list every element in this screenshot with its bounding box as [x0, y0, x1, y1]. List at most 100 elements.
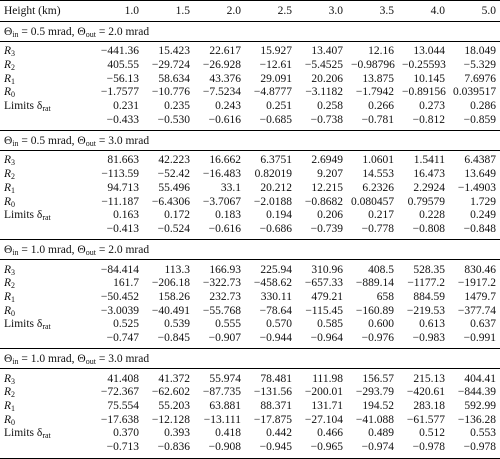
- text: = 0.5 mrad, Θ: [18, 25, 86, 38]
- cell: 658: [376, 290, 394, 303]
- row-label: R2: [0, 59, 92, 73]
- subscript: 1: [11, 185, 16, 195]
- row-label: R1: [0, 182, 92, 196]
- cell: −0.524: [143, 222, 194, 241]
- cell: −3.0039: [100, 304, 139, 317]
- row-label: R3: [0, 151, 92, 168]
- data-row: R2 −72.367 −62.602 −87.735 −131.56 −200.01 −29…: [0, 386, 500, 400]
- cell: −29.724: [151, 59, 190, 72]
- cell: −160.89: [355, 304, 394, 317]
- cell: 0.217: [368, 209, 394, 222]
- cell: 0.172: [164, 209, 190, 222]
- cell: 0.183: [215, 209, 241, 222]
- row-label: R0: [0, 195, 92, 209]
- cell: 310.96: [311, 263, 343, 276]
- cell: 0.243: [215, 100, 241, 113]
- cell: 20.206: [311, 72, 343, 85]
- cell: −50.452: [100, 290, 139, 303]
- row-label: [0, 440, 92, 459]
- cell: 43.376: [209, 72, 241, 85]
- cell: −17.875: [253, 413, 292, 426]
- cell: −0.433: [92, 113, 143, 132]
- cell: −0.98796: [351, 59, 395, 72]
- cell: 1.0601: [362, 154, 394, 167]
- cell: 22.617: [209, 45, 241, 58]
- section-heading: Θin = 0.5 mrad, Θout = 3.0 mrad: [0, 130, 500, 152]
- data-row: −0.413 −0.524 −0.616 −0.686 −0.739 −0.778 −0.8…: [0, 222, 500, 241]
- text: = 0.5 mrad, Θ: [18, 134, 86, 147]
- cell: 16.473: [413, 168, 445, 181]
- cell: 215.13: [413, 372, 445, 385]
- cell: −26.928: [202, 59, 241, 72]
- cell: −0.781: [347, 113, 398, 132]
- cell: 0.194: [266, 209, 292, 222]
- cell: 0.235: [164, 100, 190, 113]
- cell: −27.104: [304, 413, 343, 426]
- cell: −0.413: [92, 222, 143, 241]
- cell: 75.554: [107, 400, 139, 413]
- cell: 13.407: [311, 45, 343, 58]
- cell: 0.258: [317, 100, 343, 113]
- cell: −0.836: [143, 440, 194, 459]
- cell: 131.71: [311, 400, 343, 413]
- cell: −136.28: [457, 413, 496, 426]
- column-header: 4.0: [398, 0, 449, 22]
- cell: −0.778: [347, 222, 398, 241]
- data-row: Limits δrat 0.231 0.235 0.243 0.251 0.258 0.26…: [0, 100, 500, 114]
- cell: 6.2326: [362, 181, 394, 194]
- subscript: 2: [11, 390, 16, 400]
- subscript: out: [85, 29, 96, 39]
- data-row: −0.747 −0.845 −0.907 −0.944 −0.964 −0.976 −0.9…: [0, 331, 500, 350]
- row-label: R0: [0, 304, 92, 318]
- cell: −6.4306: [151, 195, 190, 208]
- cell: 41.372: [158, 372, 190, 385]
- row-label: Limits δrat: [0, 427, 92, 441]
- row-label: R0: [0, 86, 92, 100]
- cell: −3.7067: [202, 195, 241, 208]
- text: R: [4, 290, 12, 303]
- data-row: R1 94.713 55.496 33.1 20.212 12.215 6.2326 2.29…: [0, 182, 500, 196]
- cell: 16.662: [209, 154, 241, 167]
- cell: −458.62: [253, 277, 292, 290]
- cell: −0.686: [245, 222, 296, 241]
- text: Limits δ: [4, 100, 43, 113]
- cell: −40.491: [151, 304, 190, 317]
- cell: −0.991: [449, 331, 500, 350]
- cell: −5.329: [463, 59, 496, 72]
- text: Θ: [4, 352, 13, 365]
- subscript: 3: [11, 267, 16, 277]
- cell: 10.145: [413, 72, 445, 85]
- row-label: R3: [0, 260, 92, 277]
- cell: 0.249: [470, 209, 496, 222]
- subscript: 3: [11, 49, 16, 59]
- cell: −1.4903: [457, 181, 496, 194]
- subscript: rat: [42, 431, 51, 441]
- cell: −11.187: [101, 195, 139, 208]
- cell: −219.53: [406, 304, 445, 317]
- cell: 0.231: [113, 100, 139, 113]
- cell: −0.812: [398, 113, 449, 132]
- cell: 0.553: [470, 427, 496, 440]
- cell: 2.6949: [311, 154, 343, 167]
- subscript: in: [12, 138, 19, 148]
- cell: 0.525: [113, 318, 139, 331]
- cell: 13.044: [413, 45, 445, 58]
- subscript: 1: [11, 294, 16, 304]
- header-row: Height (km) 1.0 1.5 2.0 2.5 3.0 3.5 4.0 5.0: [0, 0, 500, 22]
- data-row: R3 −84.414 113.3 166.93 225.94 310.96 408.5 528…: [0, 260, 500, 277]
- text: R: [4, 400, 12, 413]
- subscript: 1: [11, 404, 16, 414]
- row-label: [0, 222, 92, 241]
- data-row: R3 41.408 41.372 55.974 78.481 111.98 156.57 21…: [0, 369, 500, 386]
- cell: 405.55: [107, 59, 139, 72]
- text: R: [4, 59, 12, 72]
- text: R: [4, 372, 12, 385]
- subscript: 0: [11, 90, 16, 100]
- column-header: 2.0: [194, 0, 245, 22]
- text: = 1.0 mrad, Θ: [18, 243, 86, 256]
- cell: 0.489: [368, 427, 394, 440]
- data-row: −0.713 −0.836 −0.908 −0.945 −0.965 −0.974 −0.9…: [0, 440, 500, 459]
- cell: −12.128: [151, 413, 190, 426]
- text: R: [4, 413, 12, 426]
- cell: 0.393: [164, 427, 190, 440]
